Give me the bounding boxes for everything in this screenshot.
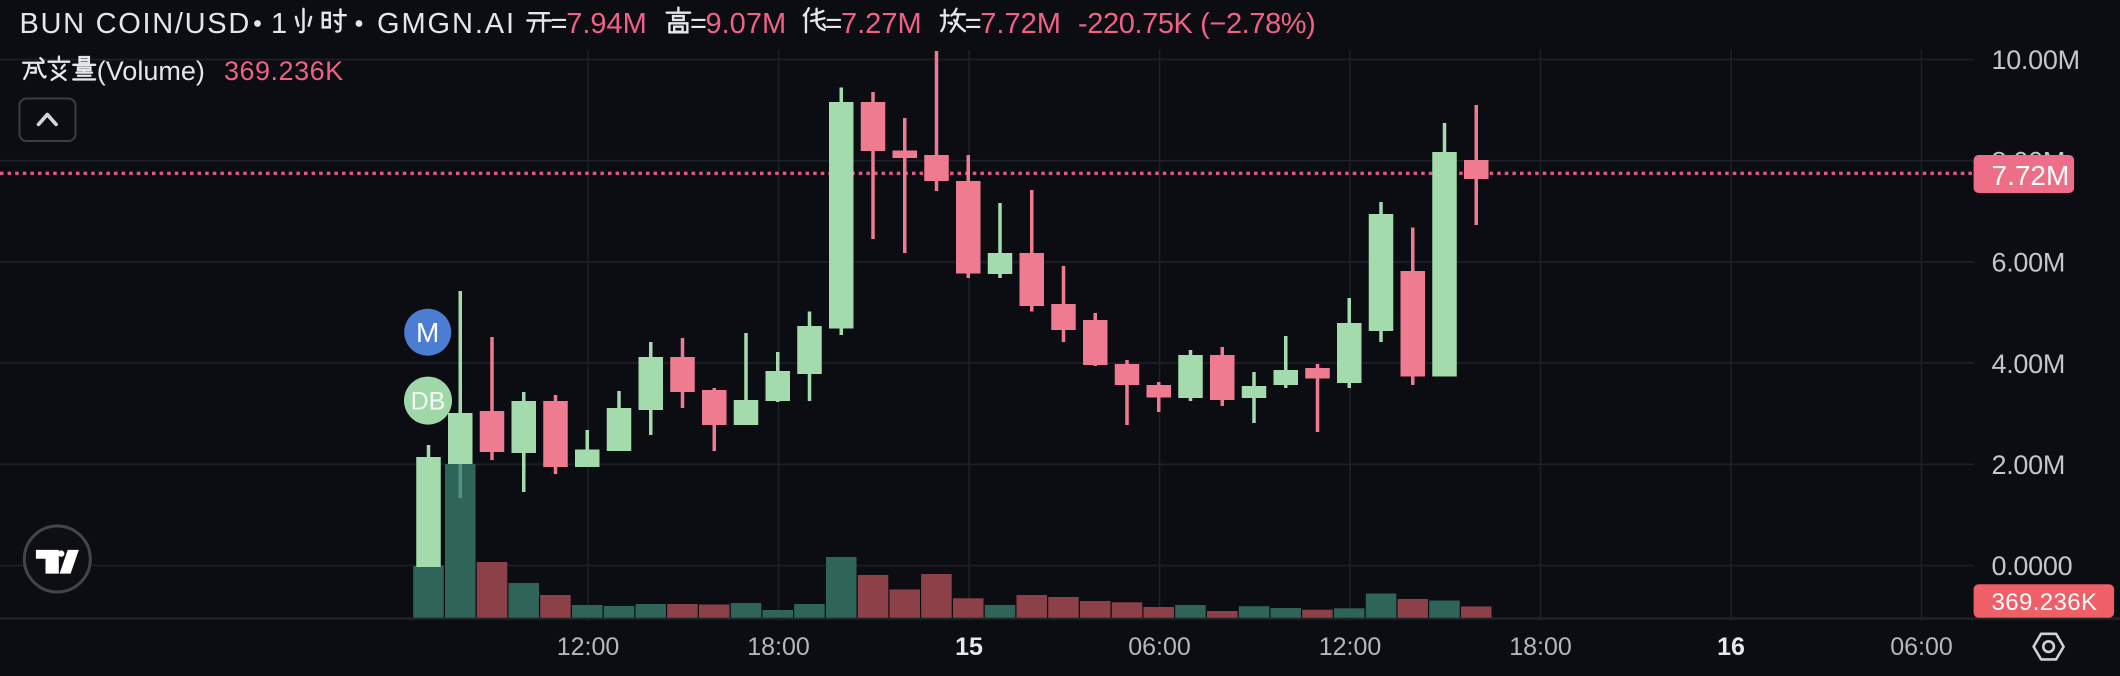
svg-text:=: = — [551, 8, 568, 40]
svg-text:369.236K: 369.236K — [1992, 589, 2098, 616]
svg-text:12:00: 12:00 — [557, 633, 620, 661]
svg-text:10.00M: 10.00M — [1992, 45, 2080, 75]
svg-text:16: 16 — [1717, 633, 1745, 661]
svg-text:9.07M: 9.07M — [706, 8, 787, 40]
svg-text:M: M — [416, 317, 439, 348]
svg-text:2.00M: 2.00M — [1992, 450, 2066, 480]
svg-text:06:00: 06:00 — [1128, 633, 1191, 661]
svg-text:7.27M: 7.27M — [841, 8, 922, 40]
svg-text:(Volume): (Volume) — [97, 56, 205, 86]
svg-text:1: 1 — [271, 8, 287, 40]
svg-text:-220.75K (−2.78%): -220.75K (−2.78%) — [1078, 8, 1315, 40]
svg-text:06:00: 06:00 — [1890, 633, 1953, 661]
svg-text:GMGN.AI: GMGN.AI — [377, 8, 516, 40]
svg-text:4.00M: 4.00M — [1992, 349, 2066, 379]
svg-text:DB: DB — [411, 388, 446, 416]
svg-text:18:00: 18:00 — [1509, 633, 1572, 661]
svg-text:18:00: 18:00 — [747, 633, 810, 661]
svg-text:=: = — [965, 8, 982, 40]
svg-text:0.0000: 0.0000 — [1992, 551, 2073, 581]
svg-text:7.72M: 7.72M — [980, 8, 1061, 40]
svg-text:369.236K: 369.236K — [224, 56, 344, 86]
svg-text:7.94M: 7.94M — [566, 8, 647, 40]
svg-text:6.00M: 6.00M — [1992, 248, 2066, 278]
svg-text:=: = — [690, 8, 707, 40]
svg-text:7.72M: 7.72M — [1992, 160, 2070, 191]
svg-text:=: = — [825, 8, 842, 40]
svg-text:12:00: 12:00 — [1319, 633, 1382, 661]
svg-text:15: 15 — [955, 633, 983, 661]
svg-text:BUN COIN/USD: BUN COIN/USD — [20, 8, 251, 40]
